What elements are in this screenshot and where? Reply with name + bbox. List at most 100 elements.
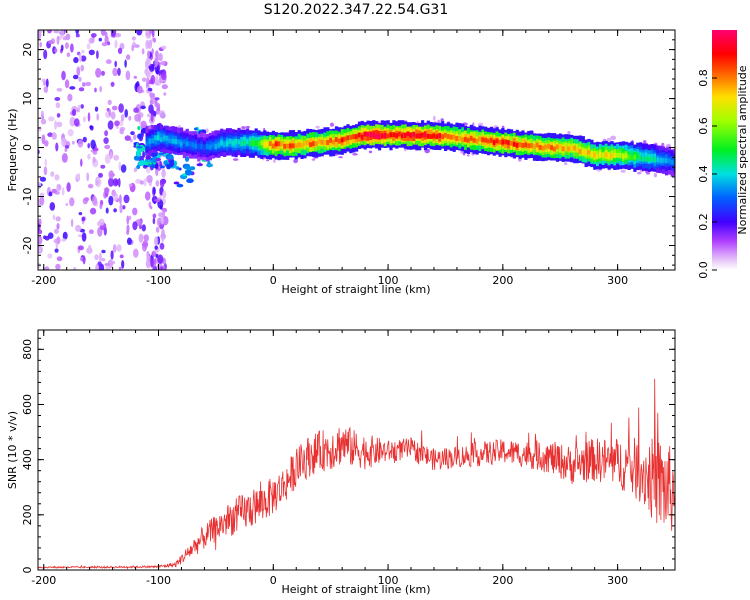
ridge-cell [360, 134, 364, 140]
snr-axes: -200 -100 0 100 200 300 0 200 400 600 800 [21, 330, 675, 587]
burst-blob [155, 157, 161, 162]
ridge-cell [246, 139, 250, 145]
noise-speckle [138, 233, 144, 243]
ridge-cell [647, 156, 651, 162]
noise-speckle [56, 87, 63, 92]
ridge-cell [412, 131, 416, 137]
ridge-cell [621, 154, 626, 160]
noise-speckle [81, 49, 85, 54]
noise-speckle [125, 70, 131, 81]
ridge-cell [578, 149, 582, 155]
x-tick-label: -100 [146, 274, 171, 287]
noise-speckle [133, 167, 138, 173]
noise-speckle [86, 43, 91, 50]
noise-speckle [38, 235, 43, 245]
noise-speckle [160, 217, 164, 225]
ridge-speckle [246, 125, 250, 129]
noise-speckle [82, 82, 86, 87]
noise-speckle [155, 98, 158, 107]
noise-speckle [96, 50, 99, 59]
noise-speckle [60, 44, 64, 51]
ridge-cell [211, 142, 215, 148]
noise-speckle [39, 30, 43, 33]
ridge-cell [320, 139, 324, 145]
ridge-cell [182, 139, 186, 145]
ridge-cell [639, 155, 643, 161]
burst-blob [142, 151, 146, 158]
noise-speckle [140, 105, 146, 110]
noise-speckle [159, 205, 163, 210]
burst-blob [196, 163, 203, 167]
ridge-speckle [404, 148, 407, 152]
noise-speckle [53, 238, 59, 244]
y-tick-label: 20 [21, 43, 34, 57]
noise-speckle [47, 253, 53, 259]
burst-blob [189, 166, 196, 171]
noise-speckle [79, 52, 82, 63]
noise-speckle [73, 266, 77, 270]
ridge-speckle [311, 158, 316, 161]
ridge-cell [607, 153, 611, 159]
noise-speckle [52, 214, 56, 221]
ridge-cell [159, 132, 164, 142]
ridge-cell [375, 134, 379, 140]
noise-speckle [133, 248, 139, 258]
noise-speckle [158, 212, 165, 218]
ridge-cell [286, 143, 290, 149]
ridge-cell [400, 133, 405, 139]
ridge-cell [159, 137, 164, 143]
ridge-speckle [329, 122, 335, 127]
snr-series-line [38, 378, 675, 570]
noise-speckle [104, 154, 111, 164]
ridge-cell [378, 133, 382, 139]
noise-speckle [132, 221, 138, 231]
noise-speckle [69, 197, 75, 207]
colorbar-tick-label: 0.0 [697, 261, 710, 279]
noise-speckle [75, 33, 80, 38]
noise-speckle [134, 44, 140, 48]
noise-speckle [54, 248, 59, 253]
burst-blob [185, 170, 193, 176]
ridge-cell [564, 146, 568, 152]
noise-speckle [105, 207, 109, 214]
ridge-cell [673, 159, 675, 165]
noise-speckle [87, 112, 91, 122]
noise-speckle [108, 195, 114, 206]
noise-speckle [145, 59, 150, 70]
ridge-cell [547, 143, 551, 149]
noise-speckle [159, 110, 166, 119]
ridge-cell [334, 137, 339, 142]
y-tick-label: -10 [21, 188, 34, 206]
ridge-cell [268, 141, 273, 147]
ridge-cell [481, 137, 485, 143]
ridge-cell [357, 132, 362, 138]
ridge-cell [418, 133, 422, 139]
noise-speckle [146, 113, 151, 118]
noise-speckle [48, 191, 53, 197]
noise-speckle [101, 42, 108, 47]
spectrogram-x-label: Height of straight line (km) [281, 283, 430, 296]
figure-title: S120.2022.347.22.54.G31 [264, 2, 449, 18]
noise-speckle [56, 223, 60, 230]
ridge-cell [289, 143, 293, 149]
noise-speckle [44, 266, 50, 270]
noise-speckle [82, 116, 86, 123]
noise-speckle [78, 212, 83, 216]
noise-speckle [128, 215, 132, 221]
noise-speckle [71, 140, 75, 145]
ridge-cell [346, 135, 350, 141]
colorbar-tick-label: 0.8 [697, 69, 710, 87]
noise-speckle [161, 72, 167, 81]
ridge-cell [386, 133, 390, 139]
noise-speckle [154, 245, 158, 250]
noise-speckle [75, 224, 82, 232]
noise-speckle [45, 78, 49, 88]
ridge-cell [624, 153, 628, 158]
noise-speckle [95, 67, 102, 78]
burst-blob [183, 163, 190, 167]
noise-speckle [111, 191, 117, 196]
ridge-cell [283, 143, 287, 149]
ridge-cell [530, 143, 534, 148]
noise-speckle [56, 183, 60, 193]
